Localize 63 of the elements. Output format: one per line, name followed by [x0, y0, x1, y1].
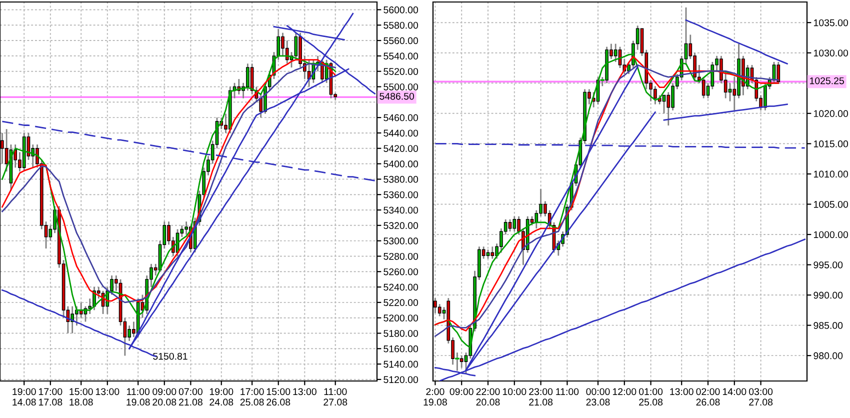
x-tick-label: 09:00	[450, 388, 474, 396]
y-tick-label: 1015.00	[814, 140, 848, 148]
x-tick-label: 00:00 23.08	[586, 388, 610, 406]
ref-line-label: 1025.25	[810, 77, 844, 84]
x-tick-label: 11:00 27.08	[324, 388, 348, 406]
y-tick-label: 5120.00	[384, 376, 418, 384]
x-tick-label: 13:00	[670, 388, 694, 396]
y-tick-label: 995.00	[814, 261, 843, 268]
y-tick-label: 5300.00	[384, 238, 418, 244]
y-tick-label: 5500.00	[384, 83, 418, 90]
x-tick-label: 13:00	[293, 388, 316, 396]
y-tick-label: 5220.00	[384, 299, 418, 306]
y-tick-label: 985.00	[814, 322, 843, 329]
y-tick-label: 1020.00	[814, 110, 848, 118]
y-tick-label: 5380.00	[384, 176, 418, 183]
x-tick-label: 15:00 26.08	[266, 388, 290, 406]
x-tick-label: 23:00 21.08	[529, 388, 553, 406]
y-tick-label: 5420.00	[384, 145, 418, 152]
y-tick-label: 1000.00	[814, 231, 848, 238]
y-tick-label: 1005.00	[814, 200, 848, 208]
x-tick-label: 13:00	[96, 388, 120, 396]
y-tick-label: 990.00	[814, 292, 843, 299]
x-tick-label: 22:00 20.08	[476, 388, 500, 406]
y-tick-label: 5140.00	[384, 360, 418, 368]
y-tick-label: 5600.00	[384, 6, 418, 14]
y-tick-label: 1010.00	[814, 170, 848, 178]
y-tick-label: 5180.00	[384, 330, 418, 337]
y-tick-label: 1035.00	[814, 19, 848, 26]
x-tick-label: 11:00	[556, 388, 579, 396]
x-tick-label: 17:00 25.08	[240, 388, 264, 406]
y-tick-label: 5460.00	[384, 114, 418, 122]
y-tick-label: 5320.00	[384, 222, 418, 230]
y-tick-label: 5260.00	[384, 268, 418, 276]
y-tick-label: 5540.00	[384, 52, 418, 60]
x-tick-label: 10:00	[502, 388, 526, 396]
y-tick-label: 1030.00	[814, 50, 848, 56]
x-tick-label: 01:00 25.08	[639, 388, 663, 406]
ref-line-label: 5486.50	[380, 92, 414, 100]
y-tick-label: 5400.00	[384, 160, 418, 168]
y-tick-label: 5200.00	[384, 314, 418, 322]
y-tick-label: 5240.00	[384, 284, 418, 291]
annotation: 5150.81	[153, 352, 188, 360]
x-tick-label: 07:00 21.08	[178, 388, 202, 406]
y-tick-label: 5280.00	[384, 252, 418, 260]
y-tick-label: 5360.00	[384, 191, 418, 198]
y-tick-label: 5560.00	[384, 37, 418, 44]
x-tick-label: 15:00 18.08	[70, 388, 93, 406]
x-tick-label: 11:00 19.08	[126, 388, 150, 406]
y-tick-label: 5340.00	[384, 206, 418, 214]
y-tick-label: 5160.00	[384, 345, 418, 352]
x-tick-label: 12:00	[612, 388, 636, 396]
x-tick-label: 09:00 20.08	[152, 388, 176, 406]
x-tick-label: 19:00 24.08	[210, 388, 234, 406]
y-tick-label: 5580.00	[384, 22, 418, 29]
x-tick-label: 14:00	[722, 388, 746, 396]
x-tick-label: 03:00 27.08	[749, 388, 773, 406]
x-tick-label: 02:00 26.08	[696, 388, 720, 406]
y-tick-label: 5520.00	[384, 68, 418, 75]
x-tick-label: 17:00 17.08	[38, 388, 62, 406]
x-tick-label: 19:00 14.08	[12, 388, 36, 406]
x-tick-label: 2:00 19.08	[424, 388, 447, 406]
y-tick-label: 5440.00	[384, 130, 418, 137]
y-tick-label: 980.00	[814, 352, 843, 360]
